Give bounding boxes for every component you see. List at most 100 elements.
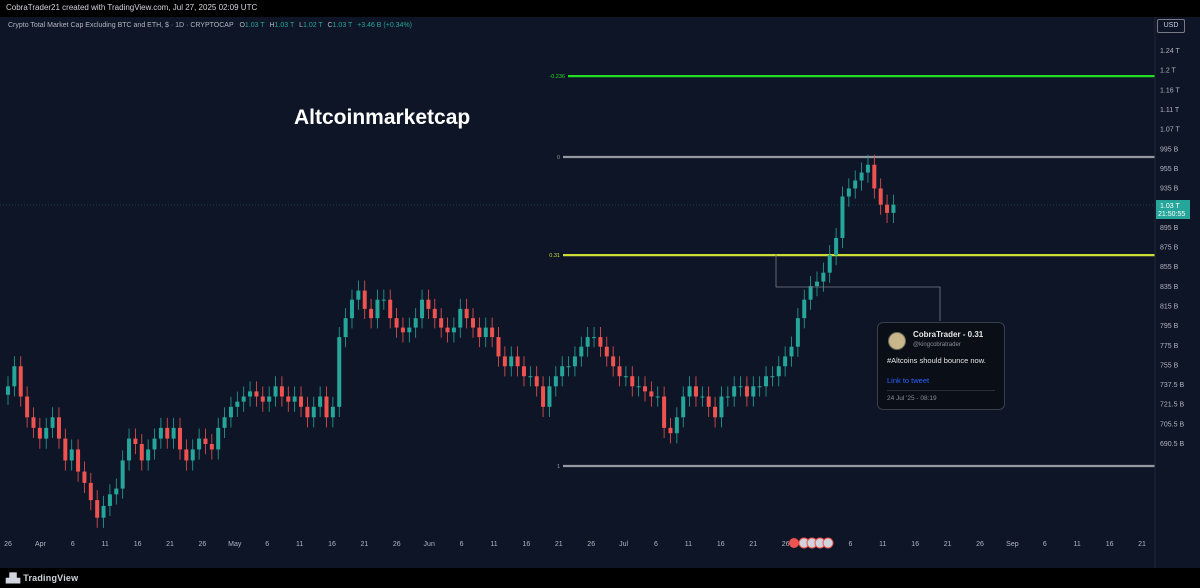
candle-body xyxy=(713,406,718,418)
candle-body xyxy=(88,482,93,501)
x-tick-label: 16 xyxy=(1106,541,1114,548)
candle-body xyxy=(604,346,609,357)
candle-body xyxy=(865,164,870,173)
event-marker-icon[interactable] xyxy=(822,537,834,549)
x-tick-label: 26 xyxy=(782,541,790,548)
candle-body xyxy=(776,366,781,377)
candle-body xyxy=(808,286,813,300)
candle-body xyxy=(31,417,36,428)
candle-body xyxy=(464,308,469,319)
candle-body xyxy=(649,391,654,397)
tweet-connector xyxy=(775,254,941,321)
ohlc-open: 1.03 T xyxy=(245,22,265,29)
candle-body xyxy=(343,318,348,338)
candle-body xyxy=(279,386,284,397)
candle-body xyxy=(859,172,864,181)
candle-body xyxy=(509,356,514,367)
candle-body xyxy=(827,255,832,273)
y-tick-label: 721.5 B xyxy=(1160,402,1184,409)
tweet-card[interactable]: CobraTrader - 0.31 @kingcobratrader #Alt… xyxy=(877,322,1005,410)
candle-body xyxy=(789,346,794,357)
candle-body xyxy=(744,386,749,397)
candle-body xyxy=(203,438,208,444)
candle-body xyxy=(617,366,622,377)
candle-body xyxy=(318,396,323,407)
candle-body xyxy=(751,386,756,397)
candle-body xyxy=(127,438,132,461)
x-tick-label: 11 xyxy=(1074,541,1081,548)
currency-button[interactable]: USD xyxy=(1157,19,1185,33)
candle-body xyxy=(814,281,819,287)
candle-body xyxy=(197,438,202,450)
ohlc-l-label: L xyxy=(299,22,303,29)
x-tick-label: 6 xyxy=(460,541,464,548)
x-tick-label: 16 xyxy=(328,541,336,548)
candle-body xyxy=(375,299,380,319)
tweet-link[interactable]: Link to tweet xyxy=(887,376,930,385)
candle-body xyxy=(305,406,310,418)
brand-label: TradingView xyxy=(23,573,79,583)
tradingview-logo[interactable]: ▟▙ TradingView xyxy=(6,573,78,584)
candle-body xyxy=(299,396,304,407)
candle-body xyxy=(483,327,488,338)
candle-body xyxy=(885,204,890,213)
avatar xyxy=(888,332,906,350)
ohlc-low: 1.02 T xyxy=(303,22,323,29)
candle-body xyxy=(579,346,584,357)
tweet-divider xyxy=(887,390,995,391)
ohlc-h-label: H xyxy=(269,22,274,29)
top-bar: CobraTrader21 created with TradingView.c… xyxy=(0,0,1200,17)
candle-body xyxy=(171,427,176,439)
candle-body xyxy=(56,417,61,439)
attribution-text: CobraTrader21 created with TradingView.c… xyxy=(6,3,258,12)
candle-body xyxy=(248,391,253,397)
candle-body xyxy=(834,237,839,256)
candle-body xyxy=(50,417,55,428)
candle-body xyxy=(241,396,246,402)
y-tick-label: 875 B xyxy=(1160,245,1179,252)
candle-body xyxy=(783,356,788,367)
y-tick-label: 1.07 T xyxy=(1160,127,1180,134)
event-markers[interactable] xyxy=(789,537,834,549)
candle-body xyxy=(840,196,845,238)
candle-body xyxy=(426,299,431,309)
x-tick-label: 21 xyxy=(749,541,757,548)
candle-body xyxy=(394,318,399,328)
candle-body xyxy=(407,327,412,333)
price-axis[interactable]: 1.24 T 1.2 T 1.16 T 1.11 T 1.07 T 995 B 955 B 9… xyxy=(1160,48,1184,448)
candle-body xyxy=(541,386,546,407)
candle-body xyxy=(158,427,163,439)
candle-body xyxy=(146,449,151,461)
time-axis[interactable]: 26 Apr 6 11 16 21 26 May 6 11 16 21 26 Jun 6 11 16 21 26 Ju… xyxy=(4,541,1146,548)
candle-body xyxy=(566,366,571,368)
candle-body xyxy=(674,417,679,434)
candle-body xyxy=(534,376,539,387)
fib-levels[interactable]: -0.236 0 0.31 1 xyxy=(549,74,1155,470)
candle-body xyxy=(700,396,705,398)
candle-body xyxy=(445,327,450,333)
price-chart[interactable]: Crypto Total Market Cap Excluding BTC an… xyxy=(0,17,1200,568)
y-tick-label: 737.5 B xyxy=(1160,382,1184,389)
ohlc-change: +3.46 B (+0.34%) xyxy=(357,22,412,29)
candle-body xyxy=(107,494,112,506)
y-tick-label: 815 B xyxy=(1160,303,1179,310)
y-tick-label: 995 B xyxy=(1160,146,1179,153)
candle-body xyxy=(872,164,877,189)
y-tick-label: 935 B xyxy=(1160,186,1179,193)
candle-body xyxy=(655,396,660,398)
candle-body xyxy=(611,356,616,367)
tweet-text: #Altcoins should bounce now. xyxy=(887,356,986,365)
candle-body xyxy=(502,356,507,367)
candle-body xyxy=(891,204,896,213)
tv-icon: ▟▙ xyxy=(6,573,21,583)
candle-body xyxy=(687,386,692,397)
y-tick-label: 1.16 T xyxy=(1160,87,1180,94)
y-tick-label: 1.2 T xyxy=(1160,68,1177,75)
candle-body xyxy=(133,438,138,444)
candle-body xyxy=(388,299,393,319)
candle-body xyxy=(222,417,227,428)
candle-body xyxy=(369,308,374,319)
event-marker-icon[interactable] xyxy=(789,538,799,548)
candles[interactable] xyxy=(6,154,896,528)
candle-body xyxy=(681,396,686,418)
